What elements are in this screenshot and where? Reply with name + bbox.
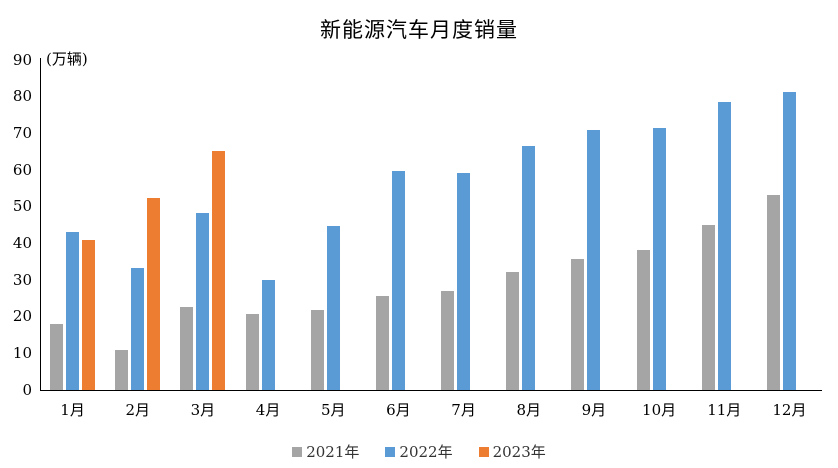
- bar-2021年-6月: [375, 296, 389, 390]
- bar-2021年-2月: [115, 349, 129, 390]
- x-tick-label-5月: 5月: [320, 401, 346, 419]
- x-tick-label-2月: 2月: [125, 401, 150, 419]
- x-tick-label-12月: 12月: [772, 401, 807, 419]
- bar-2021年-10月: [636, 249, 650, 390]
- bar-2021年-3月: [180, 307, 194, 390]
- x-tick-label-4月: 4月: [255, 401, 281, 419]
- x-tick-label-7月: 7月: [451, 401, 476, 419]
- x-tick-label-3月: 3月: [190, 401, 216, 419]
- bar-2023年-3月: [212, 150, 226, 390]
- legend-label: 2022年: [399, 443, 453, 461]
- x-tick-label-1月: 1月: [60, 401, 85, 419]
- bar-2022年-3月: [196, 212, 210, 390]
- y-tick-label-50: 50: [12, 197, 32, 216]
- bar-2021年-12月: [766, 195, 780, 390]
- x-tick-label-9月: 9月: [581, 401, 607, 419]
- legend-item-2022年: 2022年: [385, 441, 453, 462]
- bar-2022年-4月: [261, 280, 275, 390]
- bar-2021年-9月: [571, 259, 585, 390]
- bar-2022年-2月: [131, 267, 145, 390]
- bar-2022年-11月: [717, 101, 731, 390]
- y-axis-unit-label: (万辆): [46, 50, 88, 68]
- bar-2021年-1月: [50, 324, 64, 390]
- bar-2022年-9月: [587, 130, 601, 390]
- legend-label: 2023年: [492, 443, 546, 461]
- bar-2022年-8月: [522, 145, 536, 390]
- bar-2022年-6月: [391, 171, 405, 390]
- x-axis-line: [40, 390, 822, 391]
- bar-2023年-1月: [82, 240, 96, 390]
- bar-2022年-7月: [457, 172, 471, 390]
- bar-2021年-7月: [441, 290, 455, 390]
- y-tick-label-20: 20: [12, 307, 32, 326]
- y-tick-label-10: 10: [12, 343, 32, 362]
- x-tick-label-11月: 11月: [707, 401, 742, 419]
- y-tick-label-40: 40: [12, 233, 32, 252]
- legend-swatch-icon: [385, 446, 396, 457]
- legend-swatch-icon: [292, 446, 303, 457]
- bar-2022年-1月: [66, 231, 80, 390]
- legend: 2021年 2022年 2023年: [0, 441, 838, 462]
- bar-2021年-8月: [506, 272, 520, 390]
- bar-2021年-5月: [310, 310, 324, 390]
- y-tick-label-70: 70: [12, 123, 32, 142]
- x-tick-label-10月: 10月: [642, 401, 677, 419]
- y-tick-label-80: 80: [12, 87, 32, 106]
- y-tick-label-90: 90: [12, 50, 32, 69]
- bar-2022年-10月: [652, 128, 666, 390]
- chart-title: 新能源汽车月度销量: [320, 18, 518, 42]
- legend-item-2023年: 2023年: [478, 441, 546, 462]
- bar-2022年-12月: [782, 91, 796, 390]
- x-tick-label-6月: 6月: [386, 401, 411, 419]
- bar-2023年-2月: [147, 197, 161, 390]
- bar-2021年-4月: [245, 314, 259, 390]
- bar-2022年-5月: [326, 226, 340, 390]
- y-tick-label-30: 30: [12, 270, 32, 289]
- legend-item-2021年: 2021年: [292, 441, 359, 462]
- y-axis-line: [40, 58, 41, 390]
- y-tick-label-60: 60: [12, 160, 32, 179]
- x-tick-label-8月: 8月: [516, 401, 541, 419]
- y-tick-label-0: 0: [22, 380, 32, 399]
- legend-swatch-icon: [478, 446, 489, 457]
- legend-label: 2021年: [306, 443, 360, 461]
- bar-2021年-11月: [701, 225, 715, 390]
